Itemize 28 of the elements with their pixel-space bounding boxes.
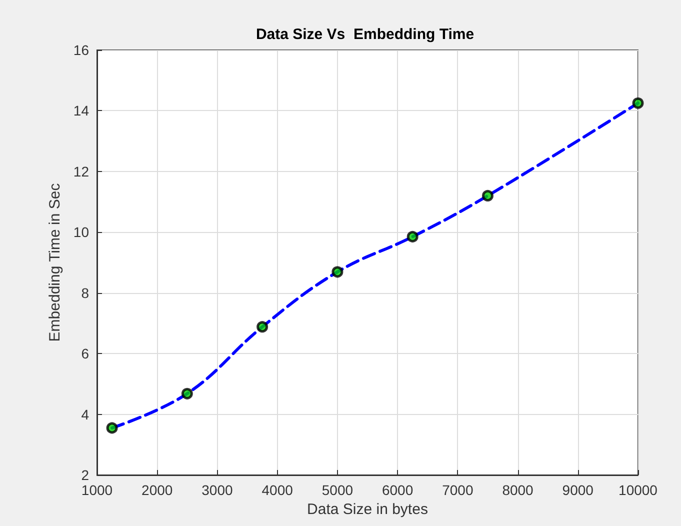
y-tick-label: 2 [81, 467, 90, 483]
point [332, 266, 344, 278]
point [482, 190, 494, 202]
x-tick-label: 2000 [142, 482, 173, 498]
x-tick-label: 8000 [502, 482, 534, 498]
point [106, 422, 118, 434]
point [181, 388, 193, 400]
y-tick-label: 14 [73, 102, 90, 119]
x-tick-label: 5000 [322, 482, 354, 498]
x-tick-label: 6000 [382, 482, 414, 498]
x-tick-label: 4000 [262, 482, 294, 498]
point [406, 230, 418, 242]
x-axis-title: Data Size in bytes [307, 500, 428, 518]
x-tick-label: 3000 [202, 482, 233, 498]
y-tick-label: 8 [81, 284, 90, 301]
y-tick-label: 6 [81, 346, 90, 362]
y-tick-label: 10 [73, 224, 90, 240]
x-tick-label: 1000 [81, 482, 113, 498]
y-tick-label: 12 [73, 163, 90, 180]
point [632, 97, 644, 109]
y-tick-label: 16 [73, 42, 90, 58]
point [256, 321, 268, 333]
chart-title: Data Size Vs Embedding Time [256, 26, 474, 43]
x-tick-label: 10000 [618, 482, 658, 498]
x-tick-label: 9000 [562, 482, 594, 498]
y-tick-label: 4 [81, 406, 90, 422]
x-tick-label: 7000 [442, 482, 474, 498]
y-axis-title: Embedding Time in Sec [46, 182, 64, 342]
